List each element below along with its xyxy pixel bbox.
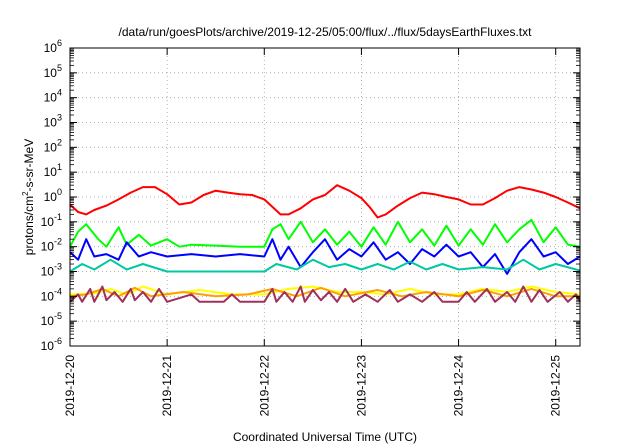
- series-line-6: [69, 286, 580, 298]
- chart-title: /data/run/goesPlots/archive/2019-12-25/0…: [119, 25, 533, 39]
- y-axis-label: protons/cm2-s-sr-MeV: [21, 139, 36, 255]
- series-line-7: [69, 285, 581, 303]
- y-tick-label: 103: [44, 113, 62, 130]
- x-tick-label: 2019-12-25: [549, 355, 563, 417]
- grid-lines: [69, 48, 580, 346]
- y-axis: 10-6 10-5 10-4 10-3 10-2 10-1 100 101 102 103 104 1…: [41, 38, 580, 353]
- x-tick-label: 2019-12-24: [452, 355, 466, 417]
- x-axis-label: Coordinated Universal Time (UTC): [233, 430, 417, 444]
- y-tick-label: 101: [44, 162, 62, 179]
- x-tick-label: 2019-12-22: [257, 355, 271, 417]
- series-line-4: [69, 258, 581, 273]
- x-axis: 2019-12-20 2019-12-21 2019-12-22 2019-12-23…: [63, 48, 563, 416]
- y-tick-label: 10-2: [41, 237, 62, 254]
- y-axis-label-sup: 2: [21, 191, 30, 196]
- y-tick-label: 10-6: [41, 336, 62, 353]
- x-tick-label: 2019-12-20: [63, 355, 77, 417]
- y-tick-label: 104: [44, 88, 62, 105]
- y-tick-label: 102: [44, 137, 62, 154]
- series-line-1: [69, 184, 581, 219]
- x-tick-label: 2019-12-21: [160, 355, 174, 417]
- y-tick-label: 10-3: [41, 262, 62, 279]
- y-axis-label-rest: -s-sr-MeV: [22, 139, 36, 192]
- y-tick-label: 106: [44, 38, 62, 55]
- series-line-2: [69, 218, 581, 248]
- y-tick-label: 10-5: [41, 311, 62, 328]
- y-tick-label: 100: [44, 187, 62, 204]
- series-line-3: [69, 238, 581, 275]
- series-layer: [69, 184, 581, 303]
- y-axis-label-base: protons/cm: [22, 196, 36, 255]
- x-tick-label: 2019-12-23: [354, 355, 368, 417]
- y-tick-label: 10-1: [41, 212, 62, 229]
- y-tick-label: 10-4: [41, 286, 62, 303]
- y-tick-label: 105: [44, 63, 62, 80]
